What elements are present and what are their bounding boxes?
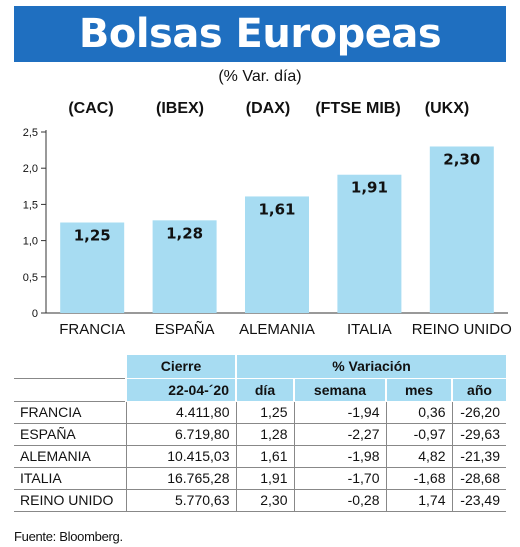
chart-title: Bolsas Europeas: [14, 6, 506, 62]
x-category-label: ALEMANIA: [239, 321, 315, 338]
quotes-table: Cierre % Variación 22-04-´20 día semana …: [14, 355, 506, 512]
table-row: ALEMANIA 10.415,03 1,61 -1,98 4,82 -21,39: [14, 445, 506, 468]
row-country: FRANCIA: [14, 400, 126, 424]
chart-subtitle: (% Var. día): [218, 68, 302, 85]
table-row: ESPAÑA 6.719,80 1,28 -2,27 -0,97 -29,63: [14, 423, 506, 446]
y-tick-label: 1,0: [23, 236, 38, 248]
data-label: 1,91: [351, 179, 388, 197]
row-dia: 1,61: [235, 445, 294, 468]
row-mes: 4,82: [385, 445, 452, 468]
table-row: REINO UNIDO 5.770,63 2,30 -0,28 1,74 -23,49: [14, 489, 506, 512]
row-semana: -1,98: [293, 445, 386, 468]
data-label: 1,25: [74, 227, 111, 245]
header-variacion: % Variación: [235, 355, 506, 379]
row-dia: 1,28: [235, 423, 294, 446]
row-country: REINO UNIDO: [14, 489, 126, 512]
row-semana: -2,27: [293, 423, 386, 446]
data-label: 1,28: [166, 224, 203, 242]
x-category-label: ITALIA: [347, 321, 392, 338]
row-anio: -23,49: [451, 489, 506, 512]
x-category-label: REINO UNIDO: [412, 321, 512, 338]
y-tick-label: 0: [32, 308, 38, 320]
bar: [429, 146, 494, 313]
row-cierre: 10.415,03: [125, 445, 236, 468]
index-code: (UKX): [424, 100, 470, 117]
row-country: ALEMANIA: [14, 445, 126, 468]
y-tick-label: 1,5: [23, 199, 38, 211]
row-dia: 1,91: [235, 467, 294, 490]
y-tick-label: 0,5: [23, 272, 38, 284]
row-semana: -1,70: [293, 467, 386, 490]
data-label: 2,30: [443, 150, 480, 168]
y-tick-label: 2,5: [23, 127, 38, 139]
index-code: (IBEX): [156, 100, 204, 117]
index-code: (CAC): [68, 100, 114, 117]
x-category-label: FRANCIA: [59, 321, 125, 338]
row-dia: 2,30: [235, 489, 294, 512]
data-label: 1,61: [258, 200, 295, 218]
row-semana: -0,28: [293, 489, 386, 512]
row-cierre: 4.411,80: [125, 400, 236, 424]
row-semana: -1,94: [293, 400, 386, 424]
bar-chart: 0 0,5 1,0 1,5 2,0 2,5 1,25 FRANCIA 1,28 ESPAÑA 1,6…: [23, 127, 512, 338]
header-anio: año: [451, 378, 506, 402]
header-date: 22-04-´20: [125, 378, 236, 402]
header-dia: día: [235, 378, 294, 402]
row-anio: -21,39: [451, 445, 506, 468]
row-country: ESPAÑA: [14, 423, 126, 446]
bar: [245, 196, 309, 313]
row-mes: -1,68: [385, 467, 452, 490]
row-country: ITALIA: [14, 467, 126, 490]
x-category-label: ESPAÑA: [155, 321, 215, 338]
row-anio: -28,68: [451, 467, 506, 490]
table-row: ITALIA 16.765,28 1,91 -1,70 -1,68 -28,68: [14, 467, 506, 490]
row-cierre: 5.770,63: [125, 489, 236, 512]
row-anio: -26,20: [451, 400, 506, 424]
row-mes: 1,74: [385, 489, 452, 512]
table-corner-sub: [14, 378, 126, 402]
y-tick-label: 2,0: [23, 163, 38, 175]
header-cierre: Cierre: [125, 355, 236, 379]
row-cierre: 16.765,28: [125, 467, 236, 490]
row-anio: -29,63: [451, 423, 506, 446]
row-dia: 1,25: [235, 400, 294, 424]
bar: [152, 220, 217, 313]
table-corner: [14, 355, 126, 379]
bar: [60, 222, 125, 313]
source-note: Fuente: Bloomberg.: [14, 529, 123, 544]
index-code: (FTSE MIB): [315, 100, 401, 117]
index-code-row: (CAC) (IBEX) (DAX) (FTSE MIB) (UKX): [0, 100, 520, 122]
row-cierre: 6.719,80: [125, 423, 236, 446]
header-semana: semana: [293, 378, 386, 402]
row-mes: 0,36: [385, 400, 452, 424]
index-code: (DAX): [245, 100, 291, 117]
bar: [337, 174, 402, 313]
table-row: FRANCIA 4.411,80 1,25 -1,94 0,36 -26,20: [14, 400, 506, 424]
row-mes: -0,97: [385, 423, 452, 446]
header-mes: mes: [385, 378, 452, 402]
